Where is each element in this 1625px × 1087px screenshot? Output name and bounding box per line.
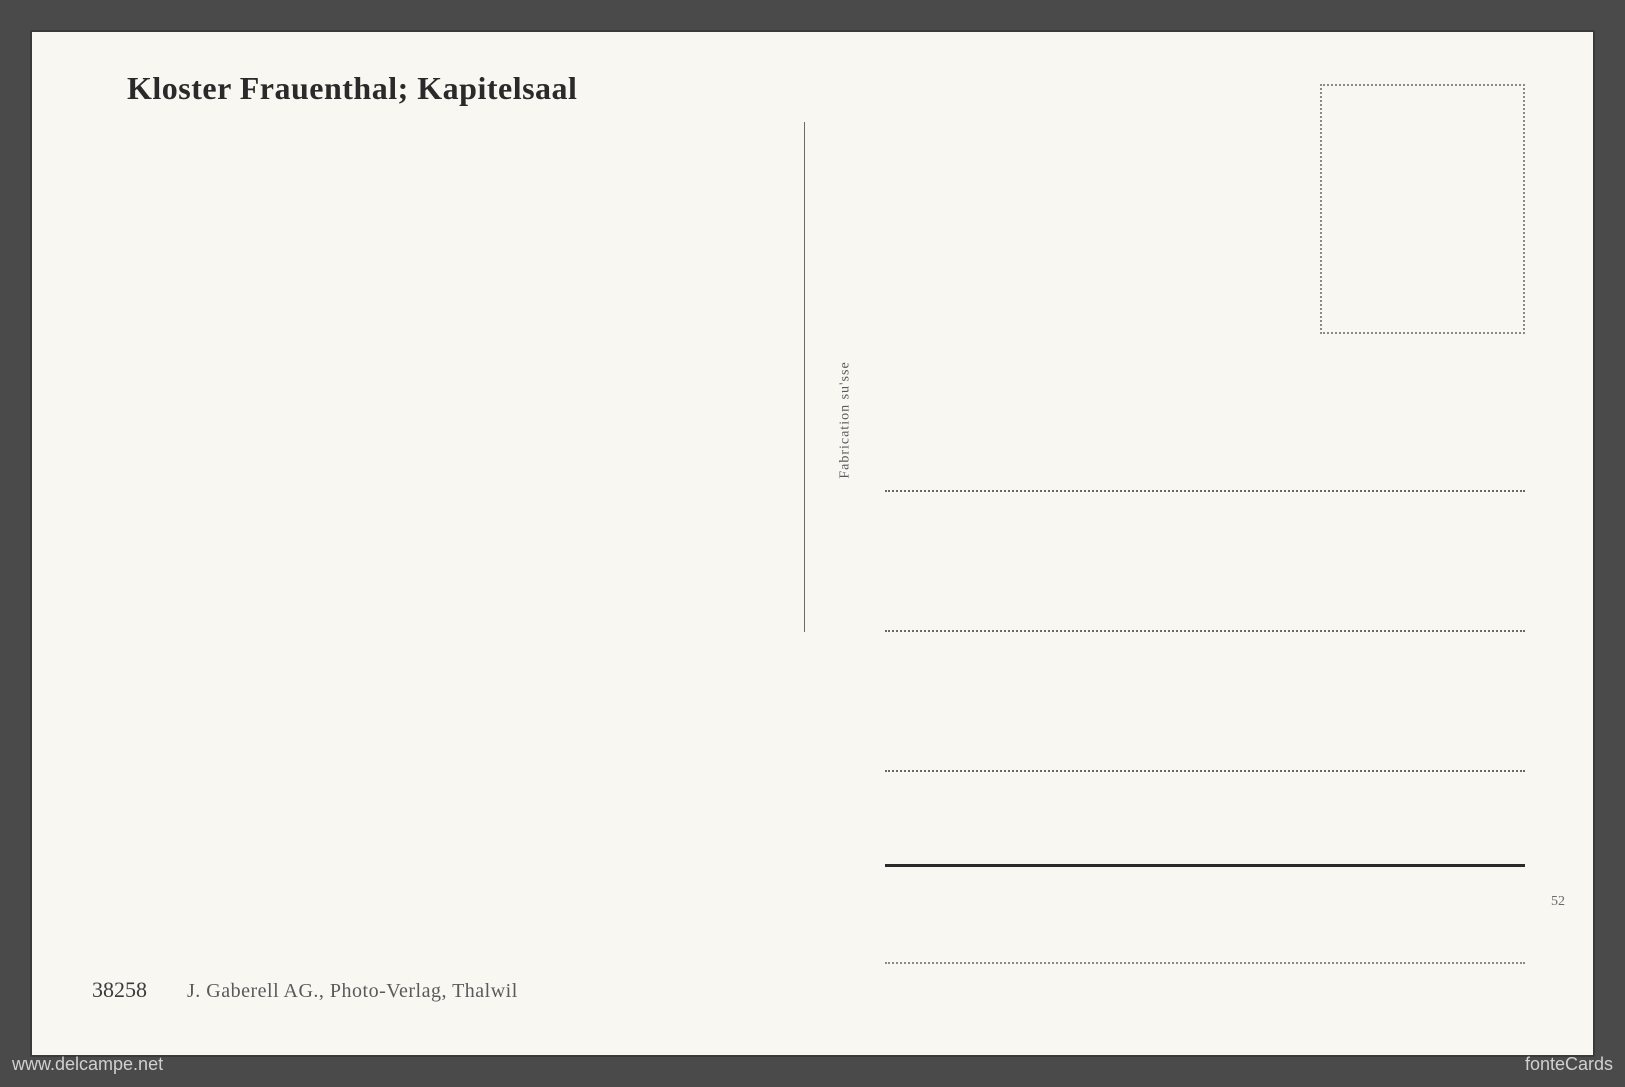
catalog-number: 38258 [92, 977, 147, 1003]
address-line-1 [885, 490, 1525, 492]
stamp-placeholder [1320, 84, 1525, 334]
address-line-2 [885, 630, 1525, 632]
postcard-back: Kloster Frauenthal; Kapitelsaal Fabricat… [30, 30, 1595, 1057]
watermark-left: www.delcampe.net [12, 1054, 163, 1075]
publisher-info: J. Gaberell AG., Photo-Verlag, Thalwil [187, 980, 518, 1003]
address-line-4 [885, 962, 1525, 964]
postcard-title: Kloster Frauenthal; Kapitelsaal [127, 70, 577, 107]
address-line-solid [885, 864, 1525, 867]
fabrication-label: Fabrication su'sse [838, 361, 854, 478]
corner-number: 52 [1551, 894, 1565, 910]
watermark-right: fonteCards [1525, 1054, 1613, 1075]
address-line-3 [885, 770, 1525, 772]
center-divider [804, 122, 805, 632]
